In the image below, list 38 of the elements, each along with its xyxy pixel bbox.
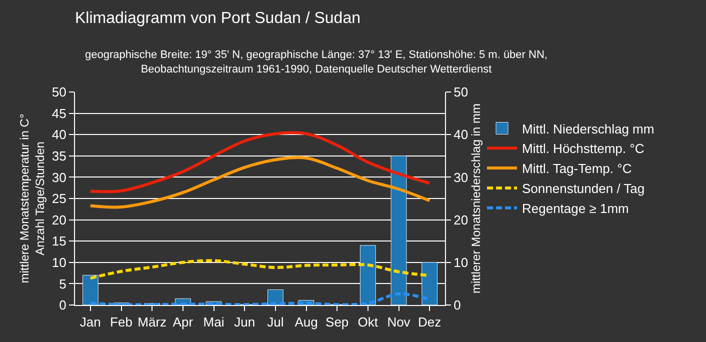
y-tick-label: 35: [52, 148, 66, 164]
y-tick-label: 5: [59, 276, 66, 292]
y2-tick-label: 40: [454, 127, 468, 142]
y2-tick-label: 50: [454, 84, 468, 100]
x-tick-label: Jun: [234, 314, 256, 330]
y-tick-label: 30: [52, 170, 66, 185]
legend-label: Sonnenstunden / Tag: [522, 181, 645, 196]
x-tick-label: Jan: [80, 314, 101, 330]
y2-axis-title: mittlerer Monatsniederschlag in mm: [468, 103, 483, 294]
y-axis-title: mittlere Monatstemperatur in C° Anzahl Tage/Stunden: [18, 114, 48, 284]
y-tick-label: 0: [59, 298, 66, 313]
y-tick-label: 10: [52, 254, 66, 270]
x-tick-label: März: [138, 314, 167, 330]
legend-label: Mittl. Niederschlag mm: [522, 121, 654, 136]
x-tick-label: Dez: [418, 314, 442, 330]
y-tick-label: 50: [52, 84, 66, 100]
y2-tick-label: 20: [454, 212, 468, 228]
y-tick-label: 40: [52, 127, 66, 142]
chart-title: Klimadiagramm von Port Sudan / Sudan: [75, 10, 360, 28]
chart-subtitle: geographische Breite: 19° 35' N, geographische Länge: 37° 13' E, Stationshöhe: 5 m. über NN, Beobachtungszeitraum 1961-1990, Datenquelle Deutscher Wetterdienst: [85, 49, 548, 76]
legend-label: Regentage ≥ 1mm: [522, 200, 629, 216]
y2-tick-label: 30: [454, 170, 468, 185]
y-tick-label: 15: [52, 234, 66, 249]
x-tick-label: Aug: [294, 314, 318, 330]
x-tick-label: Sep: [326, 314, 349, 330]
y-tick-label: 25: [52, 191, 66, 206]
x-tick-label: Mai: [203, 314, 224, 330]
x-tick-label: Feb: [110, 314, 132, 330]
y2-tick-label: 10: [454, 254, 468, 270]
y2-tick-label: 0: [454, 298, 461, 313]
y-tick-label: 45: [52, 106, 66, 121]
x-tick-label: Apr: [172, 314, 194, 330]
y-tick-label: 20: [52, 212, 66, 228]
x-tick-label: Nov: [387, 314, 411, 330]
legend-label: Mittl. Tag-Temp. °C: [522, 161, 632, 176]
x-tick-label: Okt: [358, 314, 378, 330]
x-tick-label: Jul: [267, 314, 284, 330]
legend-label: Mittl. Höchsttemp. °C: [522, 141, 644, 156]
